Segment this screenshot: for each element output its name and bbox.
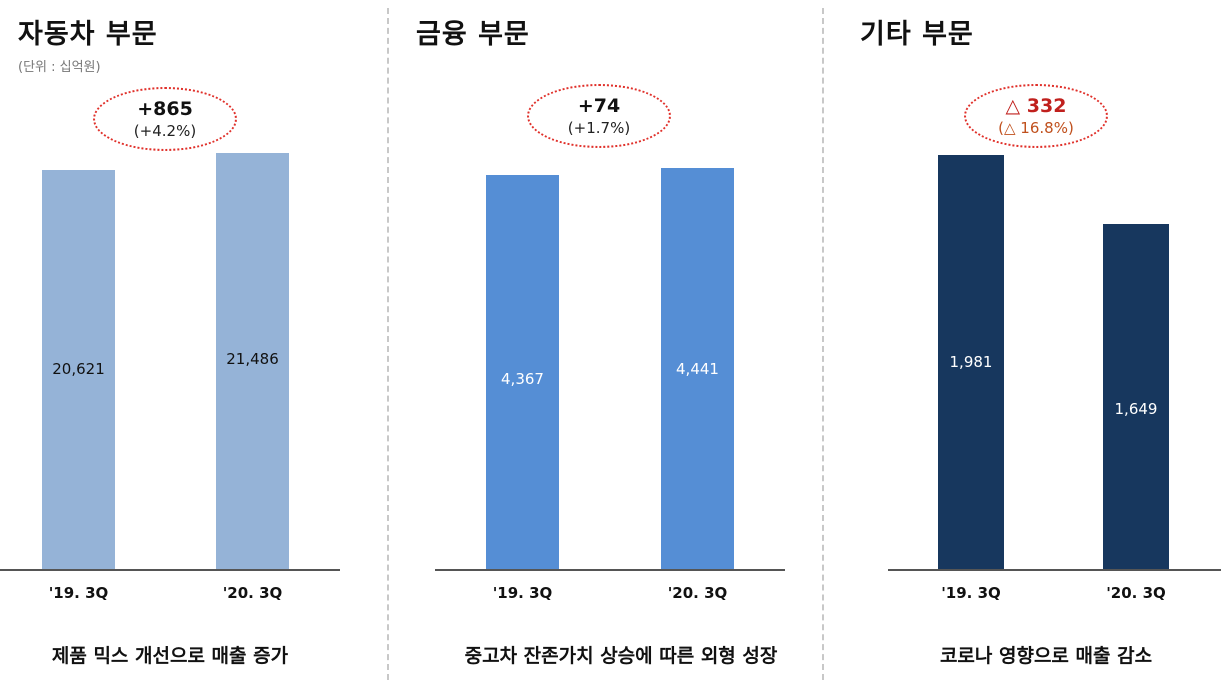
bar [938,155,1004,569]
bar-value-label: 21,486 [226,350,279,368]
bar-value-label: 20,621 [52,360,105,378]
x-axis-baseline [435,569,785,571]
x-tick-label: '19. 3Q [48,584,109,602]
panel-title: 기타 부문 [860,19,974,50]
bar [42,169,115,569]
bar-value-label: 1,649 [1114,400,1158,418]
change-value: △ 332 [1005,95,1067,117]
panel-caption: 코로나 영향으로 매출 감소 [939,645,1153,667]
x-tick-label: '20. 3Q [1106,584,1166,602]
panel-divider [822,8,824,680]
bar-value-label: 1,981 [949,353,993,371]
bar-value-label: 4,441 [676,360,719,378]
change-percent: (△ 16.8%) [998,119,1074,137]
change-percent: (+1.7%) [567,119,631,137]
panel-caption: 제품 믹스 개선으로 매출 증가 [51,645,289,667]
x-tick-label: '19. 3Q [492,584,553,602]
panel-title: 자동차 부문 [18,19,158,50]
unit-label: (단위 : 십억원) [18,60,101,75]
change-badge: +865 (+4.2%) [93,87,237,151]
x-axis-baseline [0,569,340,571]
x-tick-label: '20. 3Q [222,584,283,602]
bar [216,153,289,569]
panel-title: 금융 부문 [416,19,530,50]
change-value: +865 [137,98,193,120]
change-value: +74 [577,95,621,117]
change-badge: △ 332 (△ 16.8%) [964,84,1108,148]
x-tick-label: '20. 3Q [667,584,728,602]
bar [661,168,734,569]
x-axis-baseline [888,569,1221,571]
change-percent: (+4.2%) [133,122,197,140]
panel-divider [387,8,389,680]
bar-value-label: 4,367 [501,370,544,388]
bar [486,174,559,569]
x-tick-label: '19. 3Q [941,584,1001,602]
bar [1103,224,1169,569]
panel-caption: 중고차 잔존가치 상승에 따른 외형 성장 [464,645,778,667]
change-badge: +74 (+1.7%) [527,84,671,148]
